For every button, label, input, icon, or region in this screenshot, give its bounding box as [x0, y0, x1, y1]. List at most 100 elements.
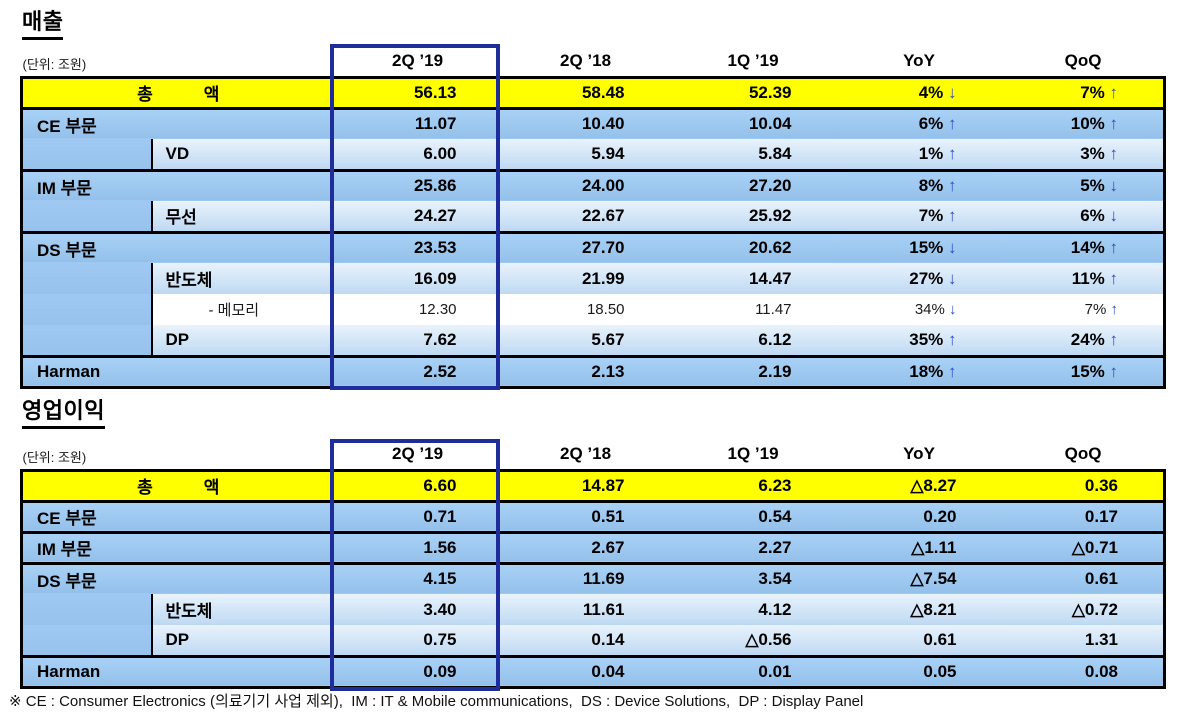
header-row: (단위: 조원) 2Q ’19 2Q ’18 1Q ’19 YoY QoQ [22, 44, 1165, 77]
value-cell: 3.54 [669, 563, 837, 594]
table-row: - 메모리 12.30 18.50 11.47 34% ↓ 7% ↑ [20, 294, 1167, 325]
operating-profit-title-text: 영업이익 [22, 393, 105, 429]
operating-profit-table-grid: (단위: 조원) 2Q ’19 2Q ’18 1Q ’19 YoY QoQ 총 액 6.60 1… [19, 439, 1167, 689]
value-cell: 5.67 [501, 325, 670, 358]
indent-spacer-cell [20, 201, 152, 234]
revenue-title-text: 매출 [22, 4, 64, 40]
table-row: Harman 0.09 0.04 0.01 0.05 0.08 [19, 656, 1167, 689]
value-cell: 10.40 [501, 108, 670, 139]
value-cell: 0.05 [836, 656, 1002, 689]
value-cell: 16.09 [333, 263, 502, 294]
table-row: Harman 2.52 2.13 2.19 18% ↑ 15% ↑ [19, 356, 1167, 389]
trend-arrow-icon: ↑ [1109, 114, 1119, 134]
value-cell: 6.23 [669, 468, 837, 503]
value-cell: 20.62 [669, 232, 837, 263]
value-cell: 1% ↑ [836, 139, 1002, 172]
unit-label: (단위: 조원) [22, 56, 87, 72]
table-row: DS 부문 4.15 11.69 3.54 △7.54 0.61 [19, 563, 1167, 594]
value-cell: 23.53 [333, 232, 502, 263]
value-cell: 11.69 [501, 563, 670, 594]
trend-arrow-icon: ↑ [1109, 82, 1119, 102]
value-cell: 14.87 [501, 468, 670, 503]
value-cell: 27.70 [501, 232, 670, 263]
row-label: DP [150, 625, 334, 658]
row-label: IM 부문 [19, 532, 334, 565]
value-cell: 0.08 [1001, 656, 1167, 689]
trend-arrow-icon: ↓ [949, 301, 957, 318]
indent-spacer-cell [20, 294, 152, 325]
value-cell: 2.19 [669, 356, 837, 389]
column-header: QoQ [1064, 50, 1102, 70]
indent-spacer-cell [20, 325, 152, 358]
operating-profit-title: 영업이익 [22, 393, 105, 429]
table-row: VD 6.00 5.94 5.84 1% ↑ 3% ↑ [20, 139, 1167, 172]
revenue-table-grid: (단위: 조원) 2Q ’19 2Q ’18 1Q ’19 YoY QoQ 총 액 56.13… [19, 44, 1167, 389]
column-header: YoY [903, 443, 935, 463]
table-row: 반도체 16.09 21.99 14.47 27% ↓ 11% ↑ [20, 263, 1167, 294]
value-cell: 22.67 [501, 201, 670, 234]
row-label: CE 부문 [19, 501, 334, 534]
value-cell: 25.86 [333, 170, 502, 201]
value-cell: △1.11 [836, 532, 1002, 565]
table-row: 무선 24.27 22.67 25.92 7% ↑ 6% ↓ [20, 201, 1167, 234]
value-cell: 0.17 [1001, 501, 1167, 534]
indent-spacer-cell [20, 625, 152, 658]
value-cell: 0.51 [501, 501, 670, 534]
indent-spacer-cell [20, 594, 152, 625]
row-label: 총 액 [19, 468, 334, 503]
value-cell: △8.21 [836, 594, 1002, 625]
table-row: CE 부문 11.07 10.40 10.04 6% ↑ 10% ↑ [19, 108, 1167, 139]
column-header: QoQ [1064, 443, 1102, 463]
value-cell: △0.71 [1001, 532, 1167, 565]
trend-arrow-icon: ↓ [1109, 176, 1119, 196]
column-header: 1Q ’19 [727, 443, 779, 463]
value-cell: 0.20 [836, 501, 1002, 534]
operating-profit-table: (단위: 조원) 2Q ’19 2Q ’18 1Q ’19 YoY QoQ 총 액 6.60 1… [19, 439, 1167, 689]
value-cell: 2.27 [669, 532, 837, 565]
value-cell: 0.04 [501, 656, 670, 689]
unit-label: (단위: 조원) [22, 449, 87, 465]
row-label: VD [150, 139, 334, 172]
trend-arrow-icon: ↑ [1109, 143, 1119, 163]
trend-arrow-icon: ↓ [948, 238, 957, 258]
value-cell: 24.27 [333, 201, 502, 234]
table-row: DP 7.62 5.67 6.12 35% ↑ 24% ↑ [20, 325, 1167, 358]
trend-arrow-icon: ↑ [1109, 329, 1119, 349]
value-cell: 6.00 [333, 139, 502, 172]
trend-arrow-icon: ↑ [948, 114, 957, 134]
row-label: 반도체 [150, 263, 334, 294]
row-label: - 메모리 [150, 294, 334, 325]
value-cell: 58.48 [501, 75, 670, 110]
indent-spacer-cell [20, 139, 152, 172]
value-cell: 15% ↑ [1001, 356, 1167, 389]
trend-arrow-icon: ↓ [948, 82, 957, 102]
value-cell: 4% ↓ [836, 75, 1002, 110]
value-cell: 3.40 [333, 594, 502, 625]
value-cell: 14.47 [669, 263, 837, 294]
value-cell: 0.36 [1001, 468, 1167, 503]
row-label: Harman [19, 656, 334, 689]
indent-spacer-cell [20, 263, 152, 294]
trend-arrow-icon: ↓ [948, 268, 957, 288]
value-cell: 27.20 [669, 170, 837, 201]
value-cell: 35% ↑ [836, 325, 1002, 358]
value-cell: 15% ↓ [836, 232, 1002, 263]
table-row: 반도체 3.40 11.61 4.12 △8.21 △0.72 [20, 594, 1167, 625]
value-cell: 34% ↓ [836, 294, 1002, 325]
row-label: 총 액 [19, 75, 334, 110]
value-cell: 0.09 [333, 656, 502, 689]
value-cell: 25.92 [669, 201, 837, 234]
value-cell: 0.54 [669, 501, 837, 534]
value-cell: 7% ↑ [1001, 294, 1167, 325]
column-header: YoY [903, 50, 935, 70]
table-row: IM 부문 1.56 2.67 2.27 △1.11 △0.71 [19, 532, 1167, 565]
trend-arrow-icon: ↑ [948, 205, 957, 225]
row-label: DS 부문 [19, 232, 334, 263]
value-cell: 24% ↑ [1001, 325, 1167, 358]
value-cell: 6.12 [669, 325, 837, 358]
value-cell: 12.30 [333, 294, 502, 325]
value-cell: 6% ↓ [1001, 201, 1167, 234]
value-cell: 0.61 [836, 625, 1002, 658]
row-label: CE 부문 [19, 108, 334, 139]
row-label: IM 부문 [19, 170, 334, 201]
